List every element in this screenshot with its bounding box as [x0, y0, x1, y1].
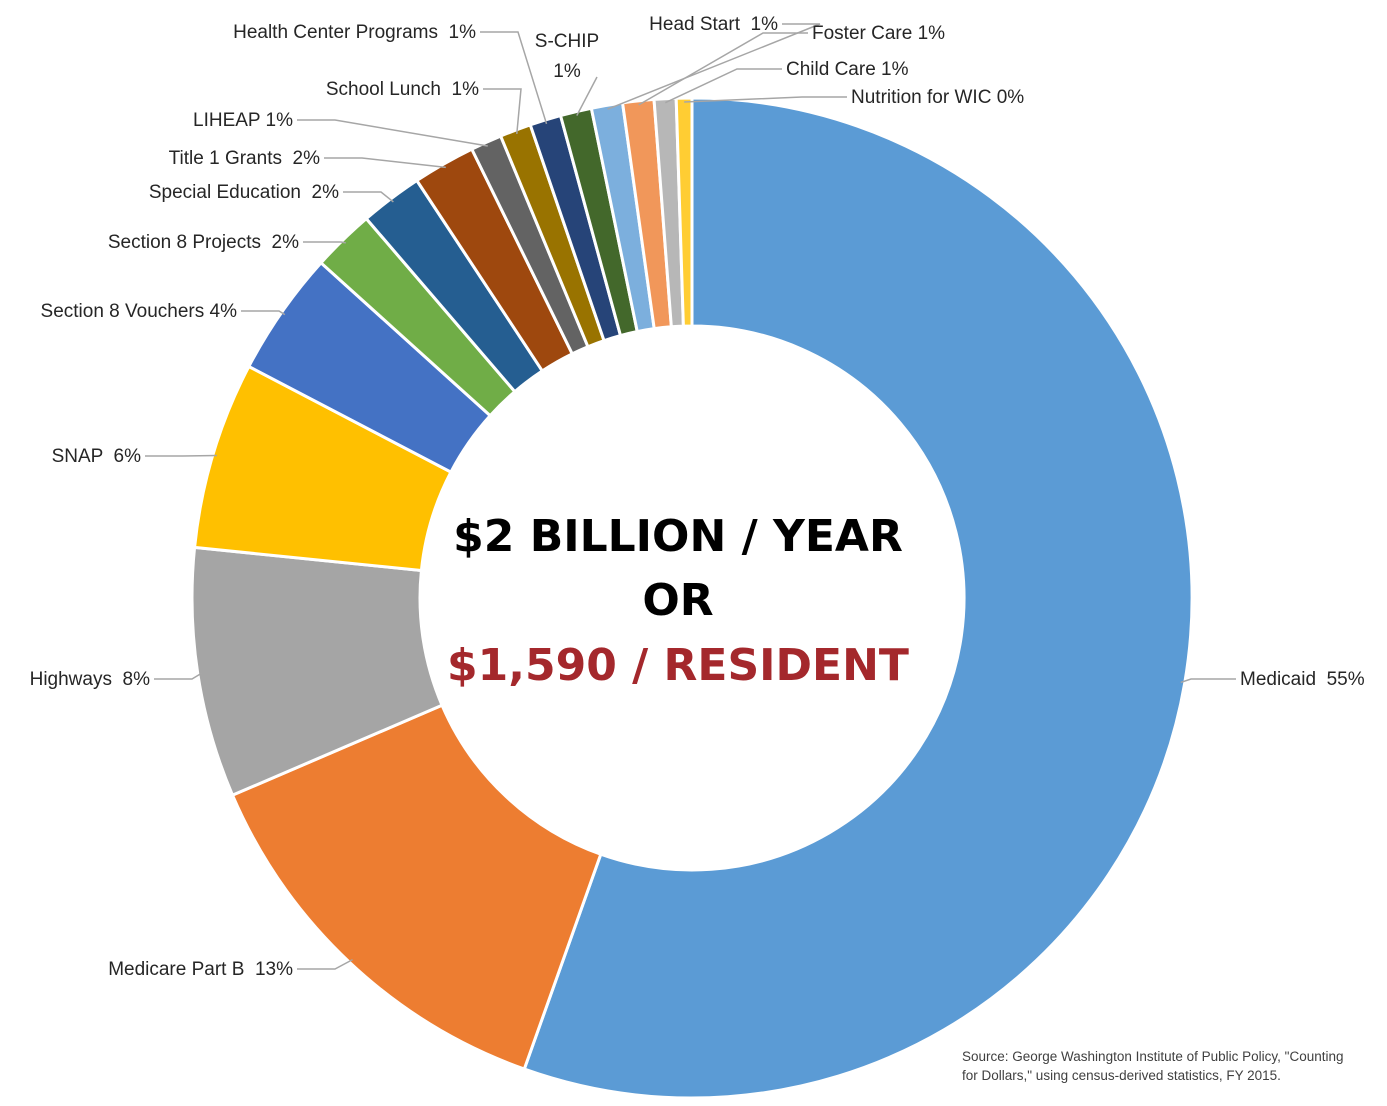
leader-line-child-care — [664, 68, 782, 104]
label-medicaid: Medicaid 55% — [1240, 669, 1365, 690]
label-snap: SNAP 6% — [52, 446, 142, 467]
slice-labels: Medicaid 55% Medicare Part B 13% Highways … — [30, 14, 1365, 980]
label-medicare-part-b: Medicare Part B 13% — [108, 959, 293, 980]
label-school-lunch: School Lunch 1% — [326, 79, 479, 100]
donut-hole — [420, 326, 964, 870]
label-nutrition-for-wic: Nutrition for WIC 0% — [851, 87, 1024, 108]
leader-line-highways — [154, 672, 203, 680]
leader-line-liheap — [297, 119, 488, 147]
label-foster-care: Foster Care 1% — [812, 23, 945, 44]
label-special-education: Special Education 2% — [149, 182, 339, 203]
leader-lines — [145, 23, 1236, 970]
leader-line-foster-care — [638, 32, 808, 106]
leader-line-s-chip — [576, 76, 598, 116]
source-note: Source: George Washington Institute of P… — [962, 1047, 1387, 1093]
donut-slices — [190, 96, 1194, 1100]
leader-line-section-projects — [303, 241, 346, 244]
leader-line-health-center-programs — [480, 31, 548, 125]
center-or-text: OR — [642, 575, 713, 626]
label-highways: Highways 8% — [30, 669, 150, 690]
label-s-chip: S-CHIP 1% — [535, 31, 599, 82]
label-title-grants: Title 1 Grants 2% — [169, 148, 320, 169]
source-line-1: Source: George Washington Institute of P… — [962, 1049, 1344, 1064]
source-line-2: for Dollars," using census-derived stati… — [962, 1068, 1281, 1083]
leader-line-school-lunch — [483, 88, 522, 135]
center-per-resident-text: $1,590 / RESIDENT — [447, 640, 909, 691]
label-section-vouchers: Section 8 Vouchers 4% — [41, 301, 238, 322]
label-health-center-programs: Health Center Programs 1% — [233, 22, 476, 43]
center-total-text: $2 BILLION / YEAR — [453, 511, 903, 562]
leader-line-section-vouchers — [241, 310, 286, 316]
leader-line-special-education — [343, 191, 394, 203]
label-child-care: Child Care 1% — [786, 59, 909, 80]
label-section-projects: Section 8 Projects 2% — [108, 232, 299, 253]
label-liheap: LIHEAP 1% — [193, 110, 293, 131]
leader-line-nutrition-for-wic — [684, 96, 847, 103]
leader-line-head-start — [607, 23, 821, 110]
label-head-start: Head Start 1% — [649, 14, 778, 35]
leader-line-title-grants — [324, 157, 446, 169]
leader-line-medicare-part-b — [297, 958, 353, 970]
leader-line-medicaid — [1180, 678, 1236, 684]
